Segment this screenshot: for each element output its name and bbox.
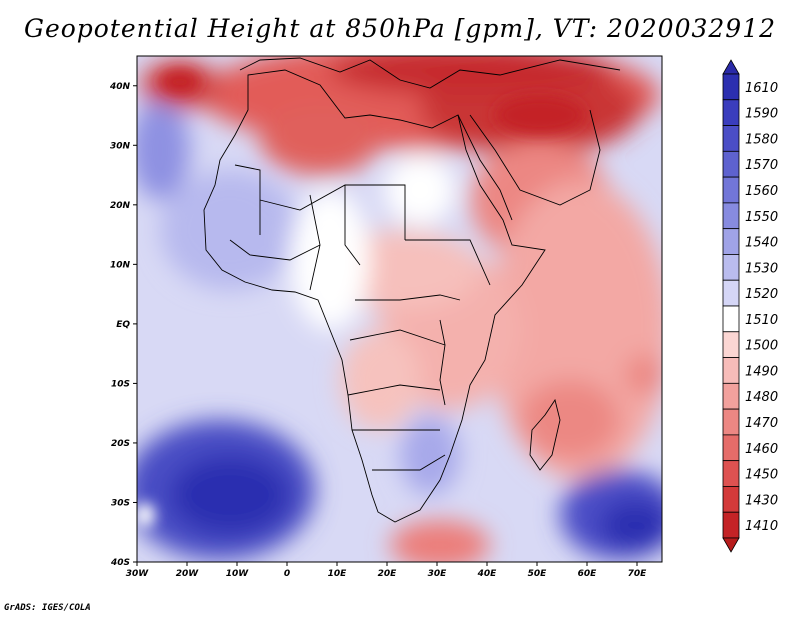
x-tick-label: 60E <box>578 569 598 579</box>
colorbar-swatch <box>722 228 740 255</box>
y-tick-label: 30S <box>111 498 130 508</box>
colorbar-label: 1570 <box>745 158 778 173</box>
map-frame <box>136 55 663 563</box>
x-tick-label: 30E <box>428 569 448 579</box>
geopotential-field <box>137 56 662 562</box>
y-tick-label: 20S <box>111 439 130 449</box>
x-axis-ticks: 30W 20W 10W 0 10E 20E 30E 40E 50E 60E 70E <box>126 562 647 579</box>
colorbar-bottom-arrow <box>722 537 740 553</box>
colorbar-swatch <box>722 73 740 101</box>
y-tick-label: 10S <box>111 379 130 389</box>
colorbar-label: 1520 <box>745 287 778 302</box>
colorbar-label: 1590 <box>745 107 778 122</box>
colorbar-label: 1470 <box>745 416 778 431</box>
colorbar-label: 1550 <box>745 210 778 225</box>
colorbar-swatch <box>722 408 740 436</box>
colorbar-label: 1490 <box>745 364 778 379</box>
colorbar: 1610 1590 1580 1570 1560 1550 1540 1530 1520 1510… <box>722 59 778 553</box>
colorbar-label: 1480 <box>745 390 778 405</box>
colorbar-label: 1510 <box>745 313 778 328</box>
colorbar-swatch <box>722 460 740 487</box>
x-tick-label: 30W <box>126 569 150 579</box>
colorbar-label: 1410 <box>745 519 778 534</box>
colorbar-top-arrow <box>722 59 740 75</box>
colorbar-swatch <box>722 176 740 204</box>
colorbar-swatch <box>722 279 740 307</box>
y-tick-label: 20N <box>110 201 131 211</box>
x-tick-label: 10W <box>226 569 250 579</box>
colorbar-swatch <box>722 202 740 230</box>
x-tick-label: 20E <box>378 569 398 579</box>
colorbar-label: 1580 <box>745 132 778 147</box>
colorbar-label: 1530 <box>745 261 778 276</box>
x-tick-label: 10E <box>328 569 348 579</box>
colorbar-label: 1560 <box>745 184 778 199</box>
colorbar-swatch <box>722 99 740 126</box>
y-axis-ticks: 40N 30N 20N 10N EQ 10S 20S 30S 40S <box>109 82 137 568</box>
colorbar-swatch <box>722 434 740 462</box>
colorbar-swatch <box>722 125 740 152</box>
colorbar-label: 1540 <box>745 236 778 251</box>
footer-credit: GrADS: IGES/COLA <box>4 603 91 613</box>
country-outlines <box>203 57 621 523</box>
colorbar-swatch <box>722 382 740 410</box>
y-tick-label: 40N <box>109 82 131 92</box>
colorbar-label: 1460 <box>745 442 778 457</box>
colorbar-swatch <box>722 357 740 384</box>
y-tick-label: EQ <box>116 320 130 330</box>
y-tick-label: 10N <box>110 260 131 270</box>
x-tick-label: 40E <box>477 569 498 579</box>
colorbar-label: 1610 <box>745 81 778 96</box>
map-title: Geopotential Height at 850hPa [gpm], VT:… <box>23 14 777 43</box>
colorbar-swatch <box>722 511 740 539</box>
colorbar-swatch <box>722 305 740 333</box>
colorbar-label: 1430 <box>745 493 778 508</box>
y-tick-label: 40S <box>110 558 130 568</box>
x-tick-label: 70E <box>628 569 648 579</box>
colorbar-swatch <box>722 486 740 513</box>
x-tick-label: 0 <box>284 569 290 579</box>
x-tick-label: 20W <box>176 569 200 579</box>
colorbar-label: 1450 <box>745 468 778 483</box>
colorbar-label: 1500 <box>745 339 778 354</box>
colorbar-swatch <box>722 331 740 358</box>
y-tick-label: 30N <box>110 141 131 151</box>
colorbar-swatch <box>722 254 740 281</box>
x-tick-label: 50E <box>528 569 548 579</box>
colorbar-swatch <box>722 150 740 178</box>
